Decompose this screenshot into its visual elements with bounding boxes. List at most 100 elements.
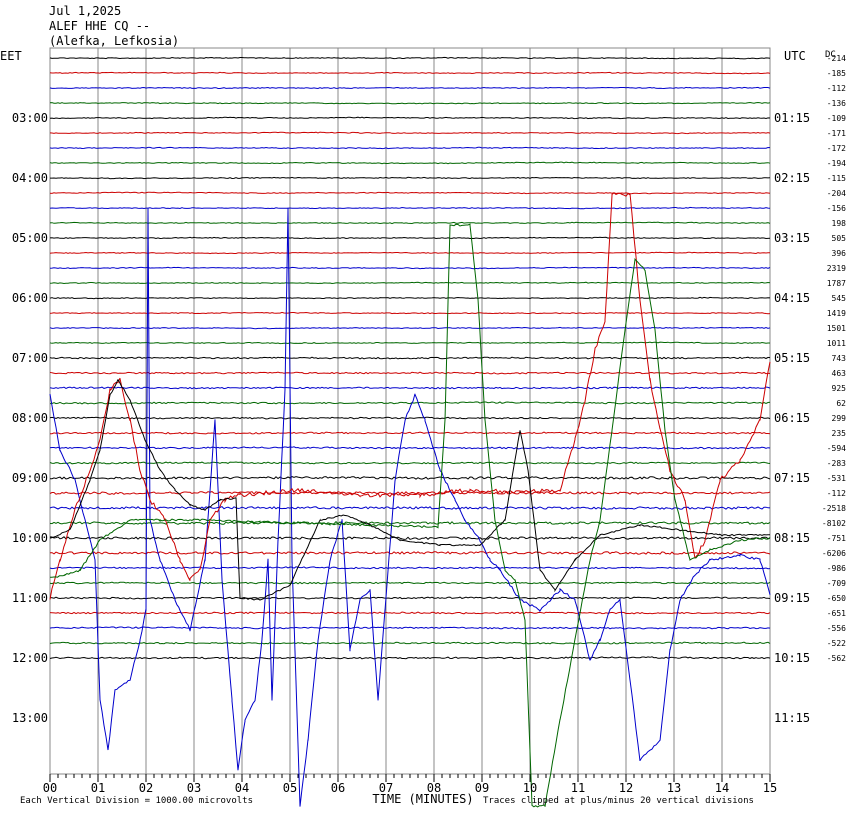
x-tick-label: 14 xyxy=(715,781,729,795)
dc-offset-label: -283 xyxy=(827,459,846,468)
trace-line-33 xyxy=(49,536,771,540)
left-time-label: 12:00 xyxy=(12,651,48,665)
dc-offset-label: -709 xyxy=(827,579,846,588)
offset-column-title: DC xyxy=(825,50,836,60)
left-time-label: 10:00 xyxy=(12,531,48,545)
trace-line-4 xyxy=(49,101,771,105)
trace-line-23 xyxy=(49,386,771,390)
dc-offset-label: -156 xyxy=(827,204,846,213)
trace-line-30 xyxy=(49,491,771,495)
dc-offset-label: 1501 xyxy=(827,324,846,333)
trace-line-38 xyxy=(49,611,771,615)
dc-offset-label: 2319 xyxy=(827,264,846,273)
footer-scale-note: Each Vertical Division = 1000.00 microvo… xyxy=(20,796,253,806)
trace-line-9 xyxy=(50,176,771,180)
dc-offset-label: -8102 xyxy=(822,519,846,528)
trace-line-26 xyxy=(50,431,771,435)
right-time-label: 06:15 xyxy=(774,411,810,425)
dc-offset-label: -751 xyxy=(827,534,846,543)
dc-offset-label: -204 xyxy=(827,189,846,198)
trace-line-25 xyxy=(49,416,771,420)
dc-offset-label: 299 xyxy=(832,414,847,423)
dc-offset-label: -986 xyxy=(827,564,846,573)
dc-offset-label: -651 xyxy=(827,609,846,618)
left-time-label: 11:00 xyxy=(12,591,48,605)
right-axis-title: UTC xyxy=(784,49,806,63)
left-axis-title: EET xyxy=(0,49,22,63)
station-location: (Alefka, Lefkosia) xyxy=(49,34,180,48)
trace-line-7 xyxy=(49,146,771,150)
right-time-label: 01:15 xyxy=(774,111,810,125)
trace-line-21 xyxy=(49,356,771,360)
trace-line-32 xyxy=(49,520,771,525)
x-tick-label: 05 xyxy=(283,781,297,795)
left-time-label: 05:00 xyxy=(12,231,48,245)
left-time-label: 04:00 xyxy=(12,171,48,185)
trace-line-40 xyxy=(49,641,771,645)
dc-offset-label: 396 xyxy=(832,249,847,258)
dc-offset-label: -214 xyxy=(827,54,846,63)
dc-offset-label: -522 xyxy=(827,639,846,648)
trace-line-27 xyxy=(49,446,771,450)
x-tick-label: 13 xyxy=(667,781,681,795)
trace-excursion-green xyxy=(49,223,771,808)
trace-excursion-black xyxy=(49,379,770,601)
trace-line-3 xyxy=(49,86,771,90)
x-tick-label: 15 xyxy=(763,781,777,795)
dc-offset-label: 198 xyxy=(832,219,847,228)
trace-line-11 xyxy=(49,206,771,210)
trace-excursion-red xyxy=(49,192,771,600)
dc-offset-label: -115 xyxy=(827,174,846,183)
trace-line-22 xyxy=(49,371,771,375)
x-tick-label: 03 xyxy=(187,781,201,795)
trace-line-17 xyxy=(49,296,771,300)
x-tick-label: 00 xyxy=(43,781,57,795)
trace-line-41 xyxy=(49,656,771,660)
dc-offset-label: -6206 xyxy=(822,549,846,558)
station-code: ALEF HHE CQ -- xyxy=(49,19,151,33)
x-tick-label: 06 xyxy=(331,781,345,795)
trace-line-18 xyxy=(49,311,771,315)
dc-offset-label: -2518 xyxy=(822,504,846,513)
dc-offset-label: 235 xyxy=(832,429,847,438)
trace-line-15 xyxy=(49,266,771,270)
dc-offset-label: 1787 xyxy=(827,279,846,288)
trace-line-29 xyxy=(50,476,771,480)
trace-line-10 xyxy=(49,191,771,195)
trace-line-36 xyxy=(49,581,771,585)
right-time-label: 05:15 xyxy=(774,351,810,365)
trace-line-37 xyxy=(49,596,771,600)
trace-line-6 xyxy=(49,131,771,135)
trace-line-28 xyxy=(49,461,771,465)
left-time-label: 06:00 xyxy=(12,291,48,305)
trace-line-19 xyxy=(49,326,771,330)
trace-line-24 xyxy=(49,401,771,405)
right-time-label: 10:15 xyxy=(774,651,810,665)
trace-line-8 xyxy=(49,161,771,165)
x-tick-label: 09 xyxy=(475,781,489,795)
left-time-label: 03:00 xyxy=(12,111,48,125)
x-tick-label: 07 xyxy=(379,781,393,795)
dc-offset-label: -172 xyxy=(827,144,846,153)
dc-offset-label: 1419 xyxy=(827,309,846,318)
trace-line-34 xyxy=(49,551,771,555)
right-time-label: 08:15 xyxy=(774,531,810,545)
x-tick-label: 12 xyxy=(619,781,633,795)
dc-offset-label: 505 xyxy=(832,234,847,243)
x-tick-label: 11 xyxy=(571,781,585,795)
dc-offset-label: -531 xyxy=(827,474,846,483)
dc-offset-label: 925 xyxy=(832,384,847,393)
trace-line-1 xyxy=(49,56,771,60)
x-tick-label: 02 xyxy=(139,781,153,795)
right-time-label: 11:15 xyxy=(774,711,810,725)
trace-line-2 xyxy=(49,71,771,75)
plot-frame xyxy=(49,47,771,775)
dc-offset-label: -185 xyxy=(827,69,846,78)
right-time-label: 07:15 xyxy=(774,471,810,485)
left-time-label: 09:00 xyxy=(12,471,48,485)
dc-offset-label: -171 xyxy=(827,129,846,138)
dc-offset-label: -136 xyxy=(827,99,846,108)
dc-offset-label: -112 xyxy=(827,84,846,93)
dc-offset-label: 545 xyxy=(832,294,847,303)
